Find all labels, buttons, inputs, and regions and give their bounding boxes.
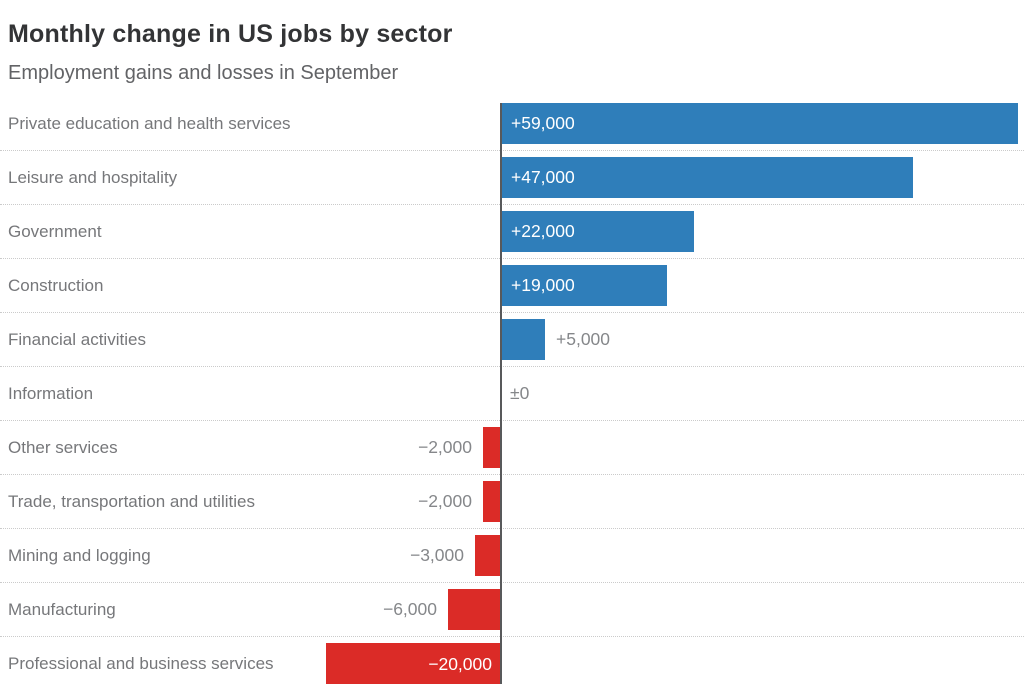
chart-row: Professional and business services −20,00… (0, 637, 1024, 691)
category-label: Trade, transportation and utilities (8, 491, 255, 511)
value-label: +59,000 (511, 113, 575, 133)
zero-axis-line (500, 103, 502, 684)
category-label: Manufacturing (8, 599, 116, 619)
value-label: ±0 (510, 383, 530, 403)
value-label: −2,000 (417, 491, 472, 511)
value-label: +22,000 (511, 221, 575, 241)
value-label: +47,000 (511, 167, 575, 187)
chart-title: Monthly change in US jobs by sector (8, 20, 453, 48)
negative-bar (483, 427, 501, 468)
category-label: Mining and logging (8, 545, 151, 565)
negative-bar (475, 535, 501, 576)
positive-bar (501, 211, 694, 252)
category-label: Professional and business services (8, 654, 274, 673)
category-label: Other services (8, 437, 118, 457)
category-label: Construction (8, 275, 104, 295)
value-label: −2,000 (417, 437, 472, 457)
value-label: +5,000 (556, 329, 611, 349)
category-label: Government (8, 221, 102, 241)
chart-row: Manufacturing −6,000 (0, 583, 1024, 637)
negative-bar (448, 589, 501, 630)
bar-chart: Private education and health services +59… (0, 97, 1024, 691)
positive-bar (501, 265, 667, 306)
chart-row: Mining and logging −3,000 (0, 529, 1024, 583)
value-label: −3,000 (409, 545, 464, 565)
chart-subtitle: Employment gains and losses in September (8, 62, 399, 84)
positive-bar (501, 157, 913, 198)
category-label: Leisure and hospitality (8, 167, 178, 187)
negative-bar (326, 643, 501, 684)
category-label: Financial activities (8, 329, 146, 349)
chart-row: Construction +19,000 (0, 259, 1024, 313)
positive-bar (501, 103, 1018, 144)
chart-row: Other services −2,000 (0, 421, 1024, 475)
chart-row: Government +22,000 (0, 205, 1024, 259)
chart-row: Trade, transportation and utilities −2,00… (0, 475, 1024, 529)
chart-row: Leisure and hospitality +47,000 (0, 151, 1024, 205)
chart-row: Private education and health services +59… (0, 97, 1024, 151)
positive-bar (501, 319, 545, 360)
category-label: Information (8, 383, 94, 403)
chart-row: Information ±0 (0, 367, 1024, 421)
value-label: −6,000 (382, 599, 437, 619)
negative-bar (483, 481, 501, 522)
value-label: +19,000 (511, 275, 575, 295)
chart-row: Financial activities +5,000 (0, 313, 1024, 367)
value-label: −20,000 (428, 653, 492, 674)
category-label: Private education and health services (8, 113, 291, 133)
